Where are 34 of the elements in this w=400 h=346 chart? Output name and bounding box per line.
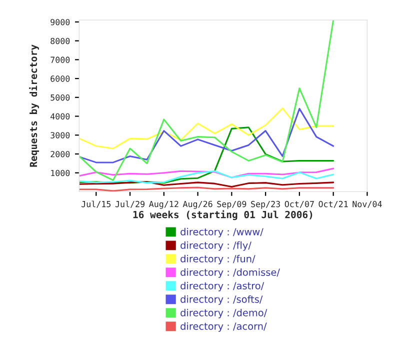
y-tick-label: 6000: [50, 76, 70, 82]
legend-label: directory : /domisse/: [180, 268, 280, 278]
line-series: [79, 126, 334, 184]
x-tick-label: Jul/29: [115, 200, 145, 208]
y-tick-label: 2000: [50, 150, 70, 158]
y-tick-label: 4000: [50, 113, 70, 120]
x-tick-label: Sep/23: [251, 200, 280, 209]
x-tick-label: Nov/04: [352, 200, 382, 208]
x-tick-label: Aug/26: [182, 200, 212, 209]
line-series: [79, 108, 334, 164]
y-tick-label: 9000: [50, 18, 70, 26]
y-tick-label: 8000: [50, 38, 70, 44]
x-tick-label: Oct/21: [318, 200, 348, 208]
y-tick-label: 7000: [50, 56, 70, 63]
y-tick-label: 1000: [51, 170, 70, 176]
legend-label: directory : /astro/: [180, 282, 264, 292]
x-tick-label: Aug/12: [149, 200, 178, 209]
legend-label: directory : /fly/: [180, 241, 252, 251]
line-series: [79, 108, 334, 150]
x-tick-label: Jul/15: [82, 200, 111, 208]
line-series: [79, 168, 334, 178]
line-series: [79, 170, 334, 184]
legend-label: directory : /demo/: [180, 308, 268, 318]
legend-label: directory : /acorn/: [180, 322, 267, 332]
line-series: [79, 20, 334, 181]
x-tick-label: Sep/09: [217, 200, 246, 209]
legend-label: directory : /www/: [180, 228, 264, 238]
legend-label: directory : /softs/: [180, 295, 263, 305]
legend-label: directory : /fun/: [180, 254, 256, 264]
y-tick-label: 3000: [50, 132, 70, 138]
y-axis-title: Requests by directory: [29, 44, 39, 167]
x-tick-label: Oct/07: [284, 200, 314, 208]
x-axis-title: 16 weeks (starting 01 Jul 2006): [133, 210, 312, 220]
y-tick-label: 5000: [50, 94, 70, 101]
